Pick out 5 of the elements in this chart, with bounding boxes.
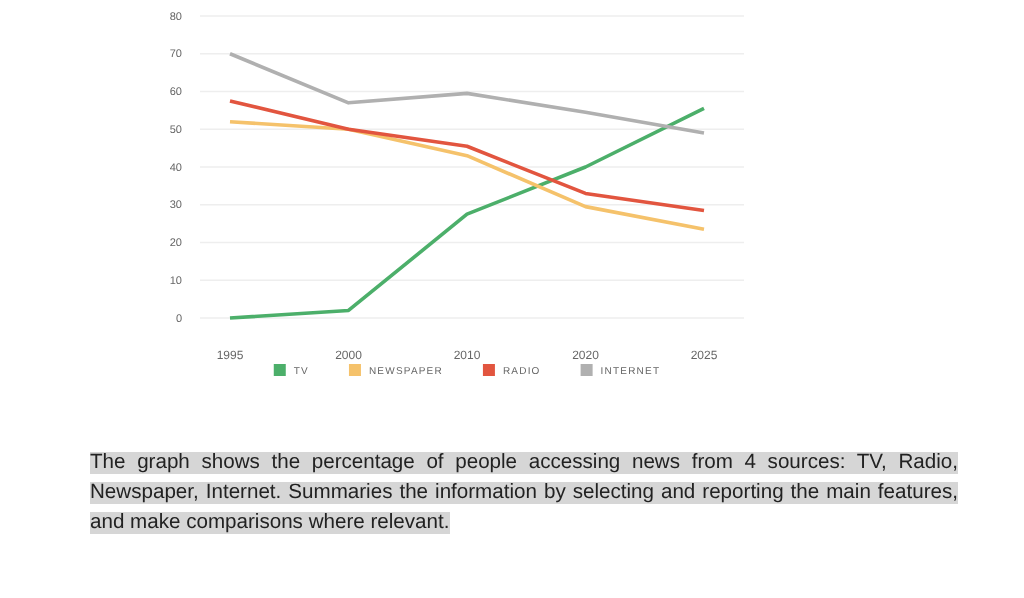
text: The graph shows the percentage of people accessing news from 4 sources: TV, Radio, Newspaper, Internet. Summaries the information by selecting and reporting the main features, and make comparisons where relevant.: [90, 452, 958, 534]
line-series: [228, 99, 706, 213]
line-series: [228, 51, 706, 135]
line-series: [228, 106, 706, 320]
line-series: [228, 119, 706, 232]
